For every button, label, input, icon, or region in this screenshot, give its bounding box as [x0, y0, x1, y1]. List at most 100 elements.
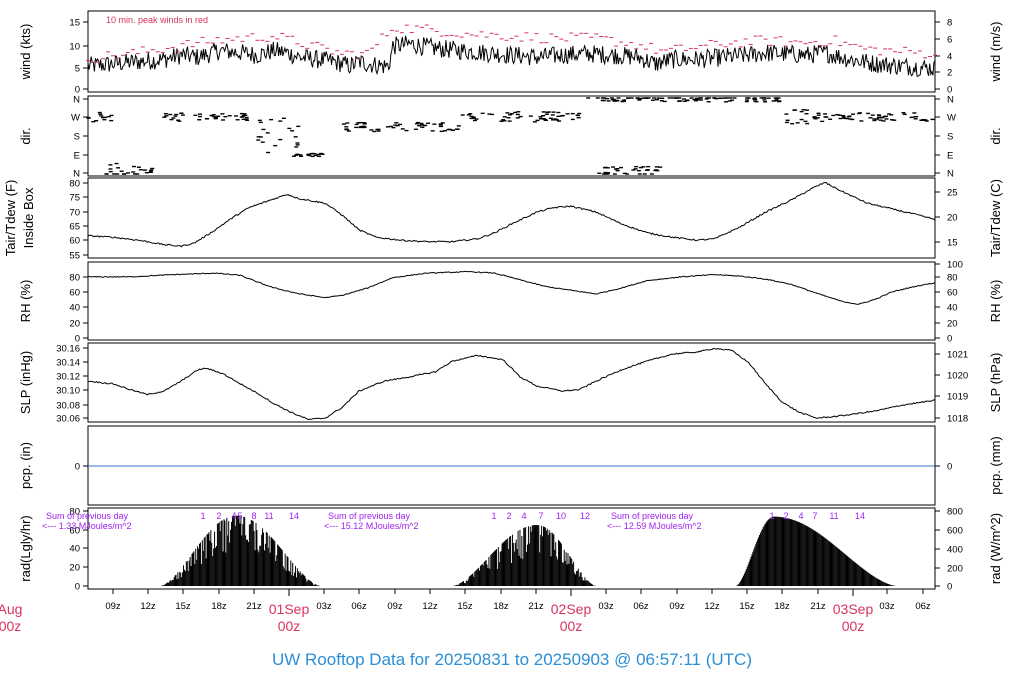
right-tick-label: 4 [947, 52, 952, 63]
left-tick-label: 10 [69, 42, 80, 53]
left-tick-label: 0 [75, 334, 80, 345]
rad-hour-label: 12 [580, 511, 590, 521]
wind-speed-line [87, 35, 936, 77]
x-tick-label: 06z [915, 601, 931, 612]
left-tick-label: 30.14 [56, 358, 80, 369]
day-label-date: 03Sep [833, 601, 874, 617]
right-tick-label: 6 [947, 35, 952, 46]
rh-line [88, 270, 936, 305]
x-tick-label: 06z [633, 601, 649, 612]
day-label-date: 01Sep [269, 601, 310, 617]
right-tick-label: 200 [947, 564, 963, 575]
left-tick-label: N [73, 169, 80, 180]
chart-title: UW Rooftop Data for 20250831 to 20250903… [272, 650, 752, 669]
right-tick-label: 20 [947, 319, 958, 330]
right-tick-label: 80 [947, 273, 958, 284]
left-axis-label: pcp. (in) [18, 442, 33, 489]
left-tick-label: 0 [75, 462, 80, 473]
x-tick-label: 18z [493, 601, 509, 612]
day-label-date: 02Sep [551, 601, 592, 617]
left-tick-label: 0 [75, 85, 80, 96]
right-tick-label: 25 [947, 188, 958, 199]
right-tick-label: 40 [947, 303, 958, 314]
x-tick-label: 21z [528, 601, 544, 612]
day-label-date: Aug [0, 601, 22, 617]
rad-day-2 [452, 525, 596, 586]
left-tick-label: 70 [69, 208, 80, 219]
left-tick-label: 30.16 [56, 344, 80, 355]
panel-frame [87, 261, 936, 341]
day-label-hour: 00z [560, 618, 583, 634]
rad-sum-label: Sum of previous day [328, 511, 411, 521]
x-tick-label: 15z [457, 601, 473, 612]
rad-hour-label: 1 [769, 511, 774, 521]
right-tick-label: 1019 [947, 392, 968, 403]
rad-hour-label: 2 [783, 511, 788, 521]
left-axis-label: RH (%) [18, 280, 33, 323]
left-tick-label: 30.08 [56, 401, 80, 412]
left-axis-label: Inside Box [21, 187, 36, 248]
right-tick-label: 8 [947, 18, 952, 29]
right-axis-label: wind (m/s) [988, 22, 1003, 83]
panel-frame [87, 95, 936, 177]
rad-hour-label: 11 [829, 511, 838, 521]
x-tick-label: 12z [422, 601, 438, 612]
rad-sum-value: <--- 12.59 MJoules/m^2 [607, 521, 702, 531]
right-tick-label: 1018 [947, 414, 968, 425]
right-axis-label: SLP (hPa) [988, 353, 1003, 413]
left-tick-label: 20 [69, 319, 80, 330]
rad-day-3 [736, 516, 897, 586]
panel-frame [87, 177, 936, 259]
rad-hour-label: 5 [237, 511, 242, 521]
left-axis-label: Tair/Tdew (F) [3, 180, 18, 257]
left-tick-label: 80 [69, 507, 80, 518]
right-axis-label: RH (%) [988, 280, 1003, 323]
left-axis-label: rad(Lgly/hr) [18, 515, 33, 581]
right-axis-label: rad (W/m^2) [988, 513, 1003, 584]
rad-hour-label: 2 [216, 511, 221, 521]
left-tick-label: S [74, 132, 80, 143]
x-tick-label: 15z [175, 601, 191, 612]
left-axis-label: wind (kts) [18, 24, 33, 81]
right-tick-label: N [947, 95, 954, 106]
left-tick-label: N [73, 95, 80, 106]
left-tick-label: W [71, 113, 80, 124]
day-label-hour: 00z [278, 618, 301, 634]
right-tick-label: 15 [947, 238, 958, 249]
left-tick-label: 60 [69, 288, 80, 299]
left-tick-label: 30.10 [56, 386, 80, 397]
x-axis: 09z 12z 15z 18z 21z 03z 06z 09z 12z 15z 18z 21z 03z 0… [0, 589, 931, 634]
rad-hour-label: 11 [264, 511, 273, 521]
right-tick-label: 0 [947, 582, 952, 593]
left-tick-label: 40 [69, 544, 80, 555]
left-tick-label: 80 [69, 179, 80, 190]
right-tick-label: S [947, 132, 953, 143]
panel-wind: 0 5 10 15 0 2 4 6 8 wind (kts) wind (m/s) [18, 10, 1003, 96]
x-tick-label: 12z [704, 601, 720, 612]
rad-hour-label: 7 [812, 511, 817, 521]
rad-hour-label: 14 [289, 511, 299, 521]
left-tick-label: 15 [69, 18, 80, 29]
left-tick-label: 40 [69, 303, 80, 314]
left-tick-label: 20 [69, 563, 80, 574]
left-tick-label: 30.12 [56, 372, 80, 383]
rad-sum-value: <--- 15.12 MJoules/m^2 [324, 521, 419, 531]
x-tick-label: 18z [774, 601, 790, 612]
left-tick-label: 75 [69, 193, 80, 204]
right-tick-label: E [947, 151, 953, 162]
left-tick-label: 55 [69, 251, 80, 262]
slp-line [87, 347, 935, 421]
right-tick-label: 0 [947, 334, 952, 345]
right-tick-label: 1021 [947, 350, 968, 361]
right-axis-label: Tair/Tdew (C) [988, 179, 1003, 257]
x-tick-label: 21z [810, 601, 826, 612]
x-tick-label: 12z [140, 601, 156, 612]
rad-sum-label: Sum of previous day [46, 511, 129, 521]
left-tick-label: 65 [69, 222, 80, 233]
left-tick-label: 30.06 [56, 414, 80, 425]
rad-hour-label: 4 [231, 511, 236, 521]
rad-hour-label: 1 [491, 511, 496, 521]
right-tick-label: 100 [947, 260, 963, 271]
left-tick-label: 0 [75, 582, 80, 593]
